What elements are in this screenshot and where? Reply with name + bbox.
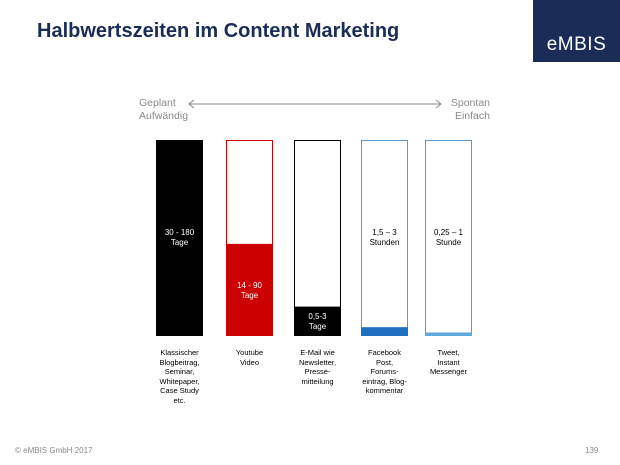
bar-fill [226,243,273,336]
bar-category-line: Post, [375,357,394,367]
bar-category-line: Klassischer [160,348,199,357]
bar-category-line: Case Study [160,386,199,395]
bar-category-line: Newsletter, [298,357,337,367]
bar-value-line: Stunde [435,238,462,247]
bar-value-label: 0,25 – 1 Stunde [414,228,484,248]
bar-category-label: E-Mail wie Newsletter, Presse-mitteilung [278,348,358,386]
bar-value-line: Tage [308,321,327,331]
embis-logo: eMBIS [533,0,620,62]
bar-value-label: 30 - 180 Tage [145,228,215,248]
bar-category-line: Blogbeitrag, [159,357,200,367]
bar-frame [294,140,341,336]
scale-right-label: Spontan Einfach [438,97,490,123]
bar-fill [294,306,341,336]
bar-category-line: eintrag, Blog- [362,376,407,386]
bar-value-line: 14 - 90 [237,280,262,290]
scale-left-line-2: Aufwändig [139,110,189,122]
bar-category-line: Video [239,357,260,367]
bar-category-line: mitteilung [301,376,334,386]
bar-category-label: Klassischer Blogbeitrag, Seminar, Whitepape… [140,348,220,405]
bar-category-line: etc. [173,395,186,405]
bar-category-line: Forums- [370,367,399,376]
bar-value-label: 14 - 90 Tage [215,281,285,301]
bar-fill [361,327,408,336]
bar-value-line: Stunden [369,238,400,247]
bar-value-label: 0,5-3 Tage [283,312,353,332]
bar-category-line: Whitepaper, [159,376,200,386]
bar-category-line: Instant [437,357,460,367]
scale-right-line-1: Spontan [450,97,490,109]
page-number: 139 [585,446,599,455]
bar-value-line: 0,25 – 1 [434,228,463,237]
scale-left-line-1: Geplant [139,97,176,109]
bar-value-line: Tage [240,290,259,300]
scale-right-line-2: Einfach [454,110,490,122]
bar-category-label: Youtube Video [210,348,290,367]
bar-category-line: E-Mail wie [300,348,335,357]
bar-fill [156,140,203,336]
logo-text: eMBIS [546,34,607,55]
bar-value-line: Tage [170,238,189,247]
double-arrow-icon [188,99,442,109]
bar-category-line: Youtube [235,348,264,357]
bar-category-label: Tweet, Instant Messenger [409,348,489,377]
slide-title: Halbwertszeiten im Content Marketing [37,20,400,42]
scale-left-label: Geplant Aufwändig [139,97,188,123]
bar-value-line: 0,5-3 [308,311,327,321]
bar-value-label: 1,5 – 3 Stunden [350,228,420,248]
bar-category-line: Seminar, [164,367,195,376]
bar-frame [425,140,472,336]
copyright-footer: © eMBIS GmbH 2017 [15,446,93,455]
bar-category-line: Presse- [304,367,331,376]
bar-value-line: 1,5 – 3 [372,228,397,237]
bar-category-line: Tweet, [437,348,460,357]
bar-category-line: Messenger [429,367,468,376]
bar-category-label: Facebook Post, Forums-eintrag, Blog-kommen… [345,348,425,396]
bar-fill [425,332,472,336]
bar-category-line: kommentar [365,386,404,395]
bar-category-line: Facebook [368,348,401,357]
bar-value-line: 30 - 180 [164,228,195,237]
